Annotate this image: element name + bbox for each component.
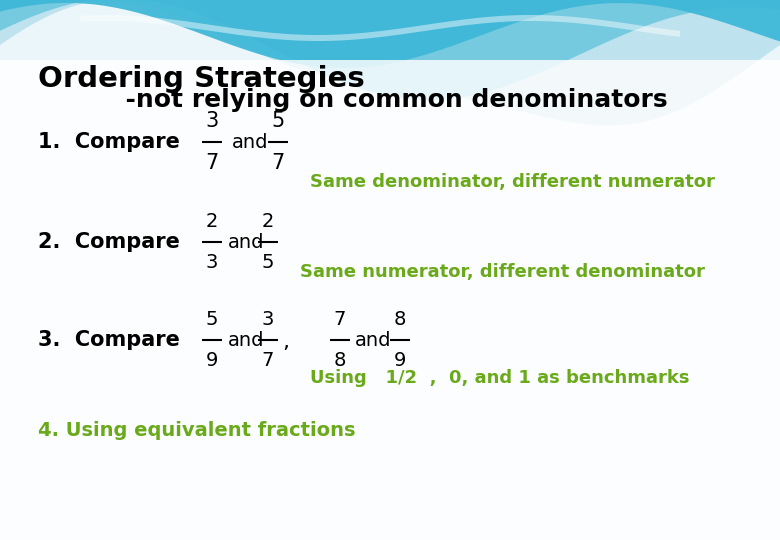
Polygon shape	[0, 0, 780, 68]
Text: 9: 9	[394, 351, 406, 370]
Text: 2.  Compare: 2. Compare	[38, 232, 180, 252]
Text: 5: 5	[262, 253, 275, 272]
Text: 3: 3	[205, 111, 218, 131]
Text: 5: 5	[271, 111, 285, 131]
Text: 5: 5	[206, 310, 218, 329]
Polygon shape	[0, 0, 780, 100]
Text: and: and	[355, 330, 392, 349]
Text: Same denominator, different numerator: Same denominator, different numerator	[310, 173, 715, 191]
Text: 3.  Compare: 3. Compare	[38, 330, 180, 350]
Text: 2: 2	[262, 212, 275, 231]
Text: 7: 7	[334, 310, 346, 329]
Text: 1.  Compare: 1. Compare	[38, 132, 180, 152]
Text: 7: 7	[262, 351, 275, 370]
Text: and: and	[228, 330, 264, 349]
Text: -not relying on common denominators: -not relying on common denominators	[38, 88, 668, 112]
Polygon shape	[0, 60, 780, 540]
Text: 3: 3	[206, 253, 218, 272]
Text: Same numerator, different denominator: Same numerator, different denominator	[300, 263, 705, 281]
Text: 9: 9	[206, 351, 218, 370]
Text: 7: 7	[271, 153, 285, 173]
Text: Using   1/2  ,  0, and 1 as benchmarks: Using 1/2 , 0, and 1 as benchmarks	[310, 369, 690, 387]
Text: 2: 2	[206, 212, 218, 231]
Polygon shape	[0, 0, 780, 126]
Text: ,: ,	[282, 332, 289, 352]
Text: and: and	[232, 132, 268, 152]
Text: Ordering Strategies: Ordering Strategies	[38, 65, 365, 93]
Text: 8: 8	[394, 310, 406, 329]
Text: 4. Using equivalent fractions: 4. Using equivalent fractions	[38, 421, 356, 440]
Text: 7: 7	[205, 153, 218, 173]
Polygon shape	[80, 15, 680, 41]
Text: 8: 8	[334, 351, 346, 370]
Text: and: and	[228, 233, 264, 252]
Text: 3: 3	[262, 310, 275, 329]
